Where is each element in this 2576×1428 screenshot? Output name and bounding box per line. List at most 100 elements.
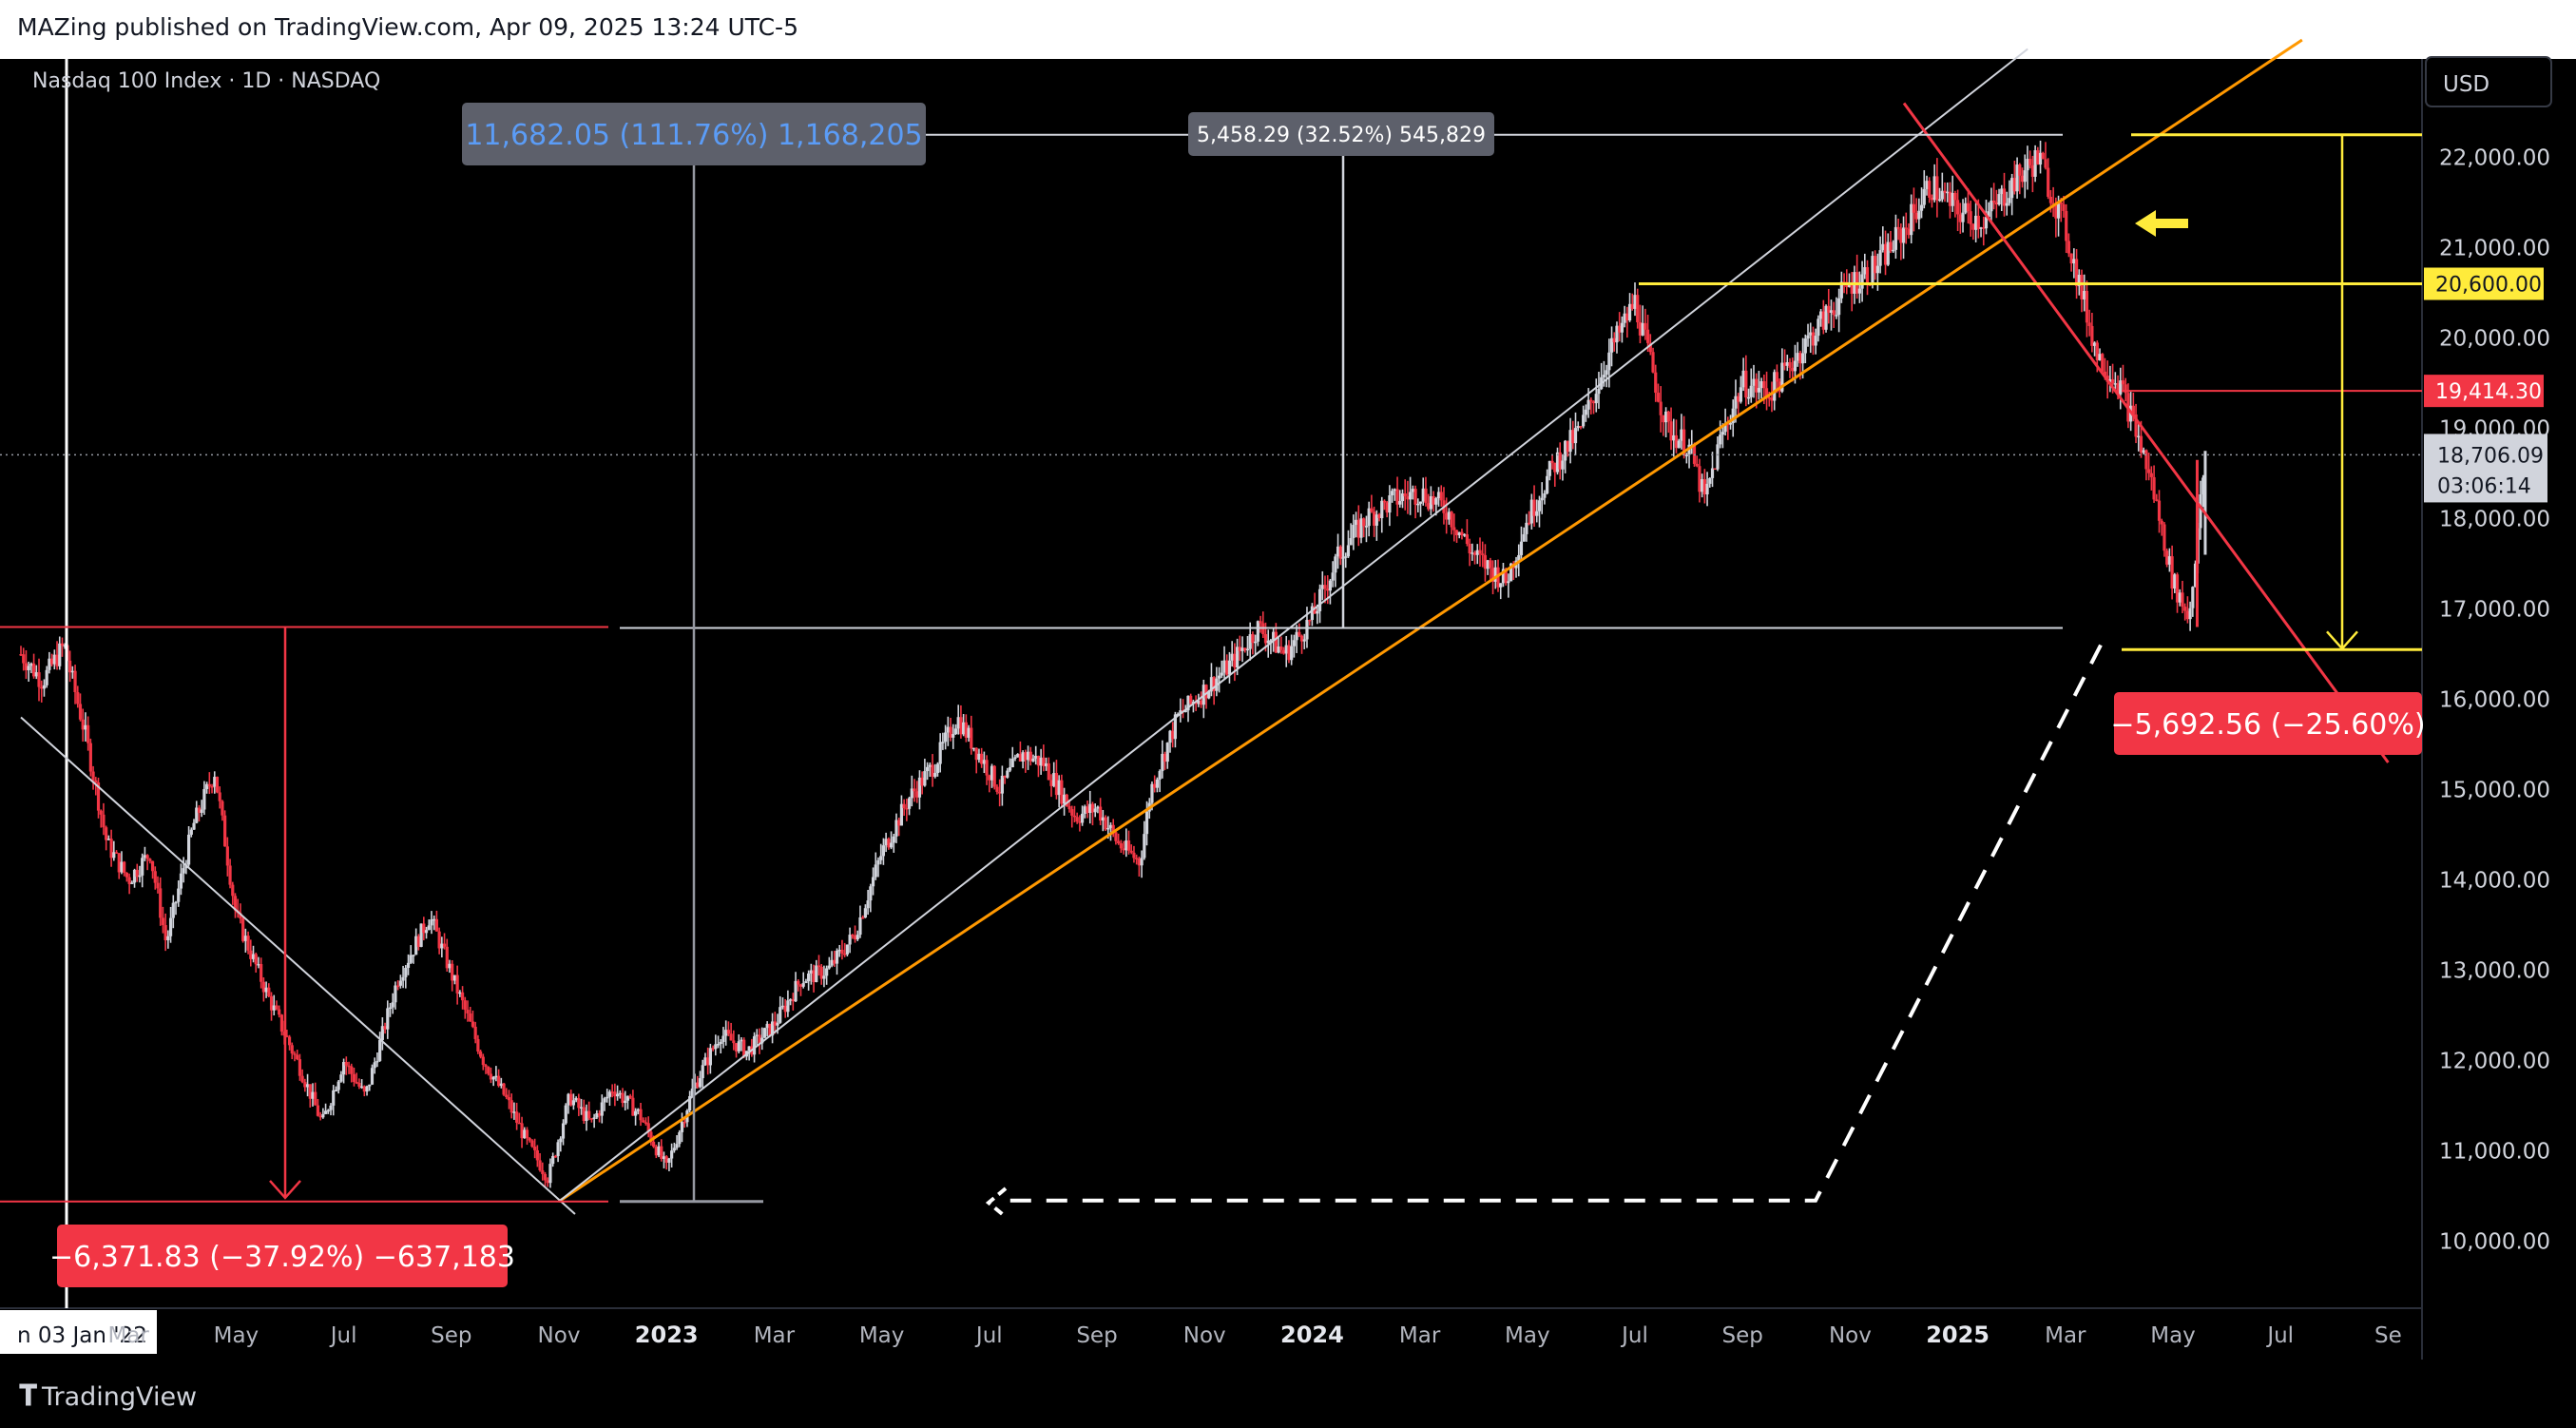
candle-body xyxy=(1499,583,1503,588)
candle-body xyxy=(186,834,191,865)
candle-body xyxy=(1393,489,1396,492)
candle-body xyxy=(2036,150,2040,165)
candle-body xyxy=(1349,537,1353,546)
candle-body xyxy=(920,777,924,786)
candle-body xyxy=(1183,710,1187,713)
candle-body xyxy=(1489,560,1492,569)
currency-button[interactable]: USD xyxy=(2425,56,2552,107)
candle-body xyxy=(879,856,883,860)
candle-body xyxy=(1555,452,1560,473)
tradingview-logo: ⁠𝐓 TradingView xyxy=(19,1380,197,1413)
candle-body xyxy=(928,764,932,767)
candle-body xyxy=(2048,196,2053,203)
candle-body xyxy=(815,965,818,983)
candle-body xyxy=(1310,606,1314,621)
candle-body xyxy=(440,943,444,949)
candle-body xyxy=(1835,315,1838,317)
candle-body xyxy=(1976,215,1980,229)
candle-body xyxy=(409,955,413,963)
candle-body xyxy=(801,983,805,987)
candle-body xyxy=(899,803,904,826)
candle-body xyxy=(1199,700,1203,705)
candle-body xyxy=(1806,335,1810,339)
candle-body xyxy=(970,727,973,749)
candle-body xyxy=(1243,647,1247,650)
trendline[interactable] xyxy=(558,48,2028,1203)
measure-label-text: −6,371.83 (−37.92%) −637,183 xyxy=(49,1241,515,1274)
candle-body xyxy=(285,1035,289,1037)
candle-body xyxy=(1308,619,1312,622)
candle-body xyxy=(1964,203,1968,213)
trendline[interactable] xyxy=(558,38,2303,1203)
time-tick-label: Jul xyxy=(1620,1323,1648,1348)
time-tick-label: Nov xyxy=(538,1323,581,1348)
candle-body xyxy=(636,1109,640,1111)
candle-body xyxy=(812,970,816,983)
trendline[interactable] xyxy=(20,716,576,1215)
candle-body xyxy=(406,962,411,968)
candle-body xyxy=(1904,227,1908,229)
candle-body xyxy=(1940,190,1944,200)
trendline[interactable] xyxy=(1902,102,2390,763)
candle-body xyxy=(189,829,193,835)
price-tick-label: 15,000.00 xyxy=(2439,779,2550,803)
candle-body xyxy=(2185,610,2189,620)
candle-body xyxy=(19,654,23,656)
candle-body xyxy=(654,1147,658,1156)
candle-body xyxy=(1987,211,1990,218)
candle-body xyxy=(1096,806,1100,809)
drawing-layer[interactable] xyxy=(0,38,2422,1308)
candle-body xyxy=(1478,550,1482,554)
candle-body xyxy=(1021,752,1025,762)
candle-body xyxy=(2116,383,2120,395)
candle-body xyxy=(525,1129,529,1139)
candle-body xyxy=(1829,310,1834,313)
candle-body xyxy=(1757,388,1761,393)
candle-body xyxy=(1298,631,1301,636)
candle-body xyxy=(1821,311,1825,330)
candle-body xyxy=(533,1147,537,1150)
candle-body xyxy=(1525,522,1528,534)
candle-body xyxy=(863,908,867,918)
candle-body xyxy=(481,1056,485,1066)
candle-body xyxy=(398,980,402,986)
candle-body xyxy=(1083,806,1086,814)
candle-body xyxy=(726,1030,731,1034)
time-tick-label: 2025 xyxy=(1926,1322,1990,1348)
candle-body xyxy=(1605,370,1608,376)
candle-body xyxy=(386,1008,390,1030)
candle-body xyxy=(2005,203,2009,206)
candle-body xyxy=(1723,423,1727,433)
candle-body xyxy=(752,1035,757,1055)
candle-body xyxy=(1550,460,1554,464)
candle-body xyxy=(1698,466,1701,492)
candle-body xyxy=(1798,353,1802,364)
candle-body xyxy=(1227,660,1232,675)
candle-body xyxy=(1468,544,1471,553)
candle-body xyxy=(1129,850,1133,853)
candle-body xyxy=(1090,803,1095,813)
price-axis[interactable]: 10,000.00 11,000.00 12,000.00 13,000.00 14,0… xyxy=(2439,146,2550,1255)
candle-body xyxy=(1522,533,1526,542)
candle-body xyxy=(1746,396,1751,399)
candle-body xyxy=(494,1075,498,1078)
candle-body xyxy=(106,839,110,840)
candle-body xyxy=(708,1048,712,1066)
candle-body xyxy=(642,1120,645,1123)
candle-body xyxy=(2080,275,2084,299)
candle-body xyxy=(1961,212,1965,222)
candle-body xyxy=(2026,159,2029,171)
candle-body xyxy=(1057,780,1061,796)
candle-body xyxy=(798,984,803,987)
candle-body xyxy=(507,1097,511,1101)
candle-body xyxy=(1579,426,1583,428)
candle-body xyxy=(897,820,901,826)
candle-body xyxy=(543,1173,548,1181)
candle-body xyxy=(2030,164,2034,177)
time-tick-label: Jul xyxy=(2265,1323,2294,1348)
candle-body xyxy=(336,1081,340,1090)
candle-body xyxy=(1039,757,1043,766)
projection-dashed-path[interactable] xyxy=(1009,644,2103,1203)
